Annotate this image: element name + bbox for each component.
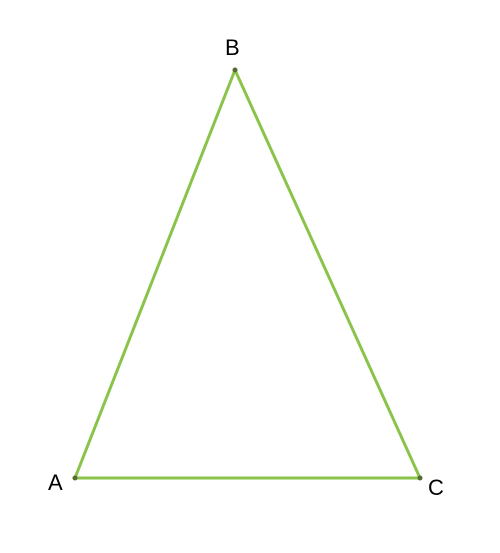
label-a: A	[48, 470, 63, 495]
vertex-a-dot	[73, 476, 78, 481]
vertex-c-dot	[418, 476, 423, 481]
triangle-shape	[75, 70, 420, 478]
edge-ab	[75, 70, 235, 478]
vertex-labels: A B C	[48, 35, 444, 500]
label-b: B	[225, 35, 240, 60]
vertex-dots	[73, 68, 423, 481]
vertex-b-dot	[233, 68, 238, 73]
edge-bc	[235, 70, 420, 478]
triangle-diagram: A B C	[0, 0, 500, 553]
label-c: C	[428, 475, 444, 500]
